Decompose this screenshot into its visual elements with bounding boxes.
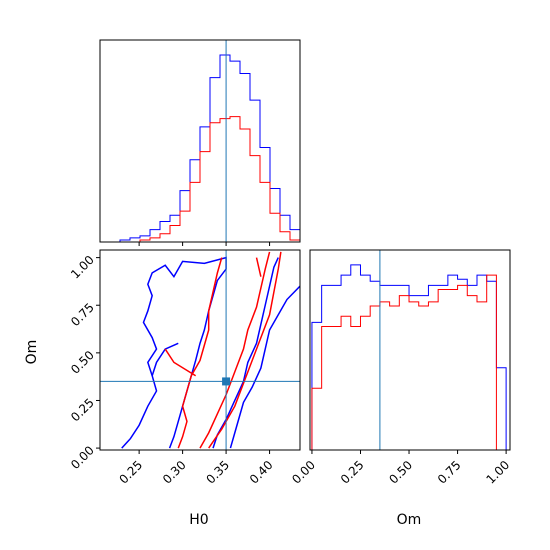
- om-ytick-label-3: 0.75: [68, 300, 97, 329]
- om-hist-xtick-label-3: 0.75: [435, 458, 464, 487]
- h0-xtick-label-0: 0.25: [116, 458, 145, 487]
- h0-hist-series-1: [100, 116, 301, 243]
- h0-om-contour-panel: 0.25 0.30 0.35 0.40 0.00 0.25 0.50 0.75 1.00: [68, 249, 301, 487]
- y-axis-label-om: Om: [24, 340, 40, 365]
- om-hist-xtick-label-0: 0.00: [289, 458, 318, 487]
- om-ytick-label-1: 0.25: [68, 396, 97, 425]
- om-hist-series-0: [311, 264, 507, 450]
- om-histogram-panel: 0.00 0.25 0.50 0.75 1.00: [289, 249, 512, 487]
- h0-hist-series-0: [100, 54, 301, 243]
- om-ytick-label-2: 0.50: [68, 348, 97, 377]
- om-hist-xtick-label-4: 1.00: [483, 458, 512, 487]
- contour-series-0-line-1: [229, 285, 300, 449]
- contour-series-0-line-0: [121, 256, 227, 449]
- contour-series-1-line-4: [164, 348, 197, 377]
- contour-series-0-line-3: [151, 342, 179, 376]
- x-axis-label-h0: H0: [189, 512, 208, 528]
- contour-series-1-line-0: [177, 257, 223, 449]
- om-ytick-label-0: 0.00: [68, 443, 97, 472]
- h0-xtick-label-2: 0.35: [203, 458, 232, 487]
- contour-series-0-line-2: [212, 257, 279, 449]
- contour-series-1-line-3: [255, 257, 262, 277]
- om-hist-xtick-label-1: 0.25: [338, 458, 367, 487]
- contour-series-1-line-2: [208, 251, 282, 449]
- h0-xtick-label-3: 0.40: [247, 458, 276, 487]
- x-axis-label-om: Om: [397, 512, 422, 528]
- h0-histogram-panel: [99, 39, 301, 246]
- truth-marker: [222, 377, 231, 386]
- om-hist-series-1: [311, 274, 507, 451]
- om-ytick-label-4: 1.00: [68, 253, 97, 282]
- contour-lines: [121, 251, 300, 449]
- h0-xtick-label-1: 0.30: [160, 458, 189, 487]
- om-hist-xtick-label-2: 0.50: [386, 458, 415, 487]
- om-hist-frame: [309, 249, 511, 451]
- contour-frame: [99, 249, 301, 451]
- h0-hist-frame: [99, 39, 301, 243]
- contour-series-1-line-1: [199, 251, 271, 449]
